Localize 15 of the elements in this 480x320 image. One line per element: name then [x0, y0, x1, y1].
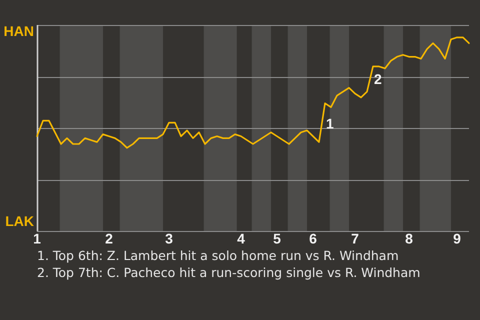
text: 2. Top 7th: C. Pacheco hit a run-scoring single vs R. Windham [37, 264, 420, 281]
annotation: 2 [374, 70, 382, 87]
x-tick-label: 5 [273, 230, 282, 246]
x-tick-label: 4 [237, 230, 246, 246]
ref-line-label: LAK [5, 213, 34, 230]
x-tick-label: 7 [351, 230, 360, 246]
x-tick-label: 8 [405, 230, 414, 246]
x-tick-label: 9 [453, 230, 462, 246]
x-tick-label: 3 [165, 230, 174, 246]
text: 1. Top 6th: Z. Lambert hit a solo home run vs R. Windham [37, 247, 400, 264]
x-tick-label: 1 [33, 230, 42, 246]
x-tick-label: 6 [309, 230, 318, 246]
annotation: 1 [326, 115, 334, 132]
ref-line-label: HAN [4, 22, 34, 39]
x-tick-label: 2 [105, 230, 114, 246]
